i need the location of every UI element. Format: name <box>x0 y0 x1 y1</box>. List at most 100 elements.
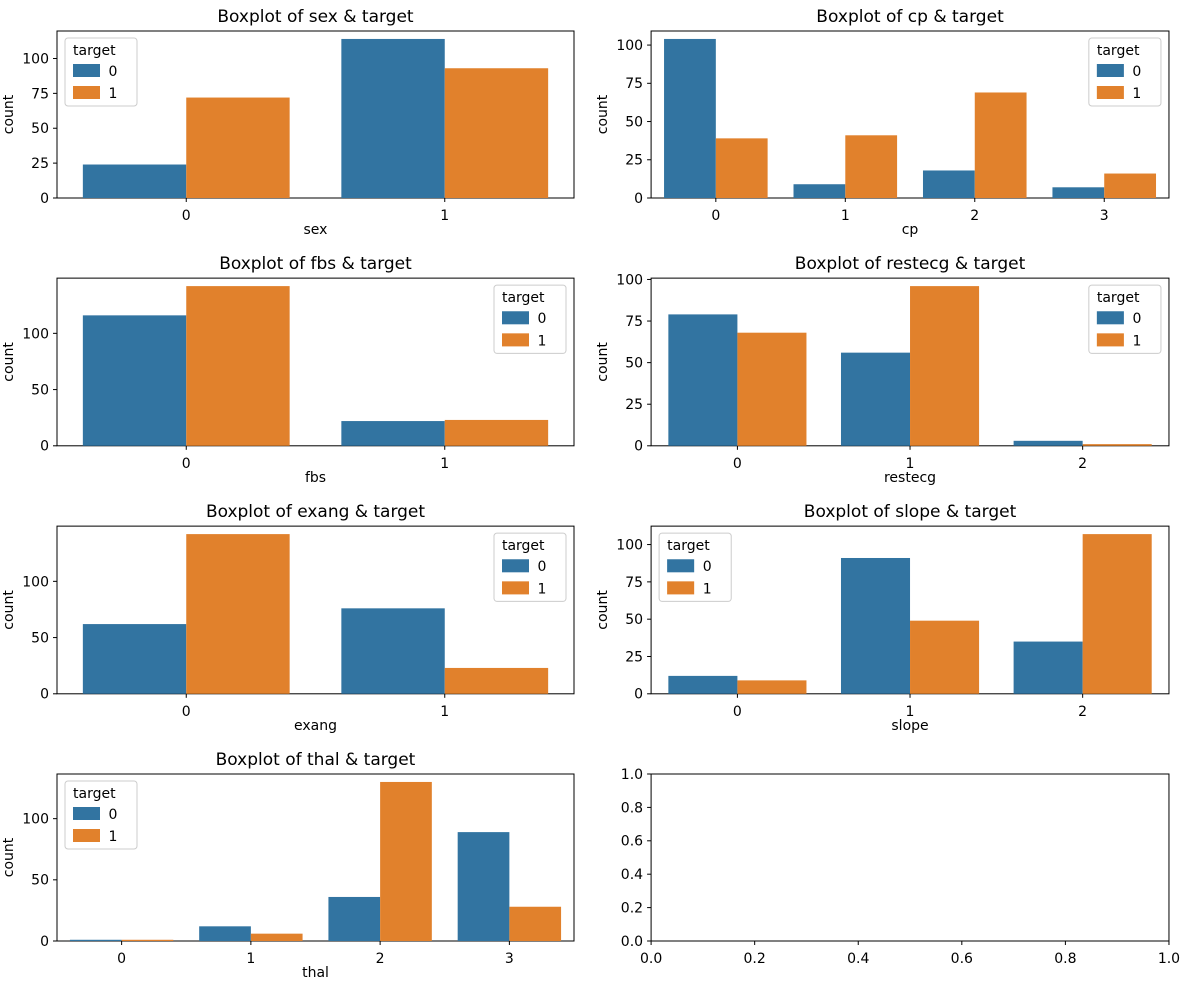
legend-entry-label: 1 <box>538 333 547 349</box>
y-tick-label: 25 <box>625 649 643 665</box>
bar-target1-restecg1 <box>910 286 980 446</box>
plot-title: Boxplot of slope & target <box>804 502 1017 522</box>
bar-target0-thal2 <box>328 896 381 941</box>
x-tick-label: 0.6 <box>951 951 973 967</box>
x-tick-label: 1 <box>440 208 449 224</box>
x-tick-label: 2 <box>1078 456 1087 472</box>
legend-swatch-1 <box>502 333 529 347</box>
bar-target1-slope0 <box>737 680 807 694</box>
y-tick-label: 0 <box>40 439 49 455</box>
bar-target0-fbs0 <box>82 315 187 446</box>
bar-target1-slope2 <box>1082 534 1152 694</box>
bar-target1-cp3 <box>1104 173 1157 198</box>
y-tick-label: 50 <box>31 382 49 398</box>
legend-entry-label: 0 <box>1132 64 1141 80</box>
x-tick-label: 0 <box>182 208 191 224</box>
y-tick-label: 0 <box>40 934 49 950</box>
legend-entry-label: 1 <box>109 829 118 845</box>
axes-frame <box>56 525 575 695</box>
subplot-cell-sex: Boxplot of sex & target count sex 0 25 50 75 10… <box>0 0 594 247</box>
legend-swatch-1 <box>667 581 695 595</box>
y-tick-label: 25 <box>31 156 49 172</box>
y-tick-label: 50 <box>625 356 643 372</box>
x-axis-label: restecg <box>884 470 936 486</box>
legend-entry-label: 0 <box>703 559 712 575</box>
x-tick-label: 3 <box>1100 208 1109 224</box>
y-tick-label: 50 <box>625 114 643 130</box>
legend-title: target <box>1097 43 1140 59</box>
plot-title: Boxplot of fbs & target <box>219 254 412 274</box>
legend-swatch-1 <box>1096 333 1124 347</box>
bar-target0-cp1 <box>793 184 846 198</box>
y-axis-label: count <box>1 94 17 134</box>
legend-swatch-1 <box>1096 86 1124 99</box>
legend: target 0 1 <box>64 37 138 107</box>
x-axis-label: sex <box>304 222 328 238</box>
bar-target1-exang1 <box>444 667 549 694</box>
bar-target0-cp2 <box>922 170 975 198</box>
y-tick-label: 75 <box>625 314 643 330</box>
x-tick-label: 1 <box>440 704 449 720</box>
subplot-cell-empty: 0.0 0.2 0.4 0.6 0.8 1.0 0.0 0.2 0.4 0.6 0.8 1.0 <box>594 743 1189 990</box>
legend-swatch-0 <box>1096 64 1124 77</box>
bar-target1-restecg2 <box>1082 444 1152 446</box>
bar-target1-restecg0 <box>737 332 807 446</box>
y-tick-label: 0 <box>40 191 49 207</box>
x-tick-label: 3 <box>505 951 514 967</box>
x-tick-label: 2 <box>1078 704 1087 720</box>
subplot-cp: Boxplot of cp & target count cp 0 25 50 75 100 0… <box>595 7 1170 238</box>
legend: target 0 1 <box>493 532 567 602</box>
y-tick-label: 25 <box>625 397 643 413</box>
x-axis-label: cp <box>902 222 919 238</box>
y-tick-label: 0.6 <box>621 834 643 850</box>
x-tick-label: 2 <box>376 951 385 967</box>
y-axis-label: count <box>1 590 17 630</box>
bar-target1-slope1 <box>910 620 980 694</box>
subplot-cell-restecg: Boxplot of restecg & target count restecg 0… <box>594 247 1189 495</box>
legend-entry-label: 0 <box>1132 311 1141 327</box>
subplot-cell-thal: Boxplot of thal & target count thal 0 50 100 0… <box>0 743 594 990</box>
subplot-slope: Boxplot of slope & target count slope 0 25 50… <box>595 502 1170 734</box>
y-tick-label: 100 <box>22 326 49 342</box>
x-tick-label: 1 <box>246 951 255 967</box>
x-axis-label: exang <box>294 718 337 734</box>
y-axis-label: count <box>1 342 17 382</box>
legend-swatch-0 <box>667 559 695 573</box>
y-tick-label: 1.0 <box>621 767 643 783</box>
bar-target1-fbs0 <box>186 286 290 446</box>
y-axis-label: count <box>595 342 611 382</box>
y-tick-label: 100 <box>22 812 49 828</box>
x-tick-label: 0.0 <box>640 951 662 967</box>
legend-title: target <box>73 786 116 802</box>
bar-target0-restecg1 <box>840 352 911 446</box>
x-axis-label: thal <box>302 965 329 981</box>
y-tick-label: 0.4 <box>621 867 643 883</box>
y-tick-label: 0.0 <box>621 934 643 950</box>
legend: target 0 1 <box>64 780 138 850</box>
legend-swatch-1 <box>73 829 100 842</box>
y-tick-label: 100 <box>616 38 643 54</box>
legend-title: target <box>502 290 545 306</box>
legend: target 0 1 <box>493 284 567 354</box>
axes-frame <box>56 773 575 942</box>
plot-title: Boxplot of thal & target <box>216 750 416 770</box>
legend-swatch-1 <box>502 581 529 595</box>
y-tick-label: 0 <box>634 687 643 703</box>
bar-target1-cp1 <box>845 135 898 198</box>
bar-target0-slope0 <box>668 675 738 694</box>
axes-frame <box>56 30 575 199</box>
y-tick-label: 100 <box>22 51 49 67</box>
legend-entry-label: 0 <box>109 64 118 80</box>
axes-frame <box>650 773 1170 942</box>
legend-swatch-0 <box>1096 311 1124 325</box>
x-tick-label: 0 <box>733 456 742 472</box>
x-tick-label: 0.4 <box>847 951 869 967</box>
y-axis-label: count <box>1 837 17 877</box>
subplot-cell-exang: Boxplot of exang & target count exang 0 50 10… <box>0 495 594 743</box>
subplot-exang: Boxplot of exang & targetcountexang05010… <box>1 502 575 734</box>
x-tick-label: 1 <box>841 208 850 224</box>
bar-target1-thal3 <box>509 906 562 941</box>
y-tick-label: 0.8 <box>621 800 643 816</box>
y-tick-label: 0 <box>634 439 643 455</box>
bar-target1-cp2 <box>974 92 1027 198</box>
